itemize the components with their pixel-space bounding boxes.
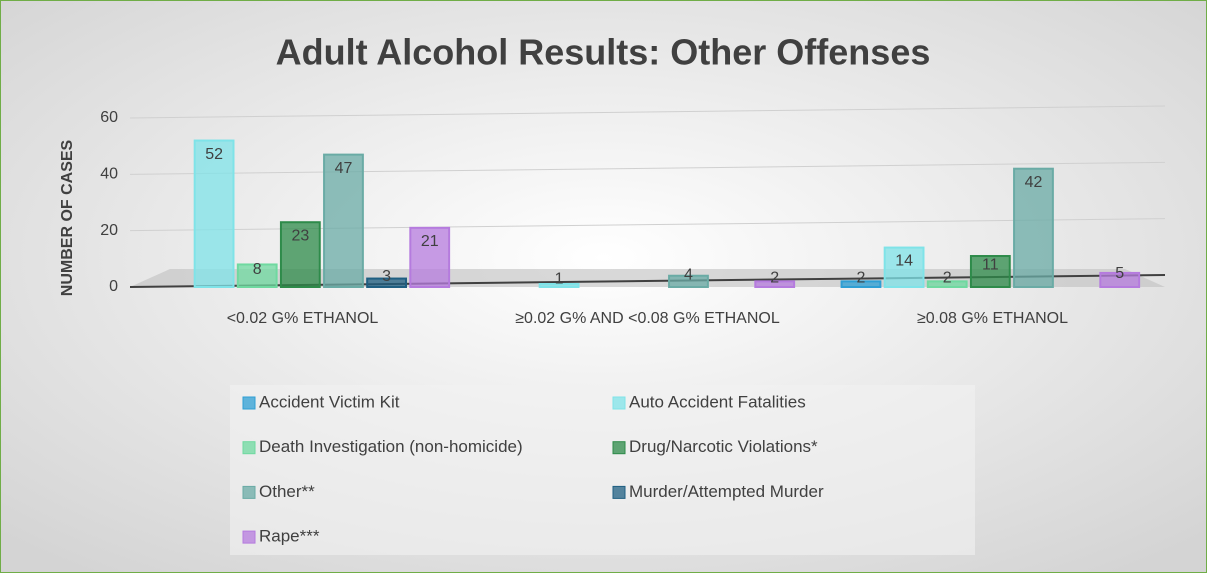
bar <box>969 255 1011 288</box>
bar <box>840 280 882 289</box>
legend-swatch <box>242 530 256 544</box>
bar <box>926 280 968 289</box>
bar <box>409 226 451 289</box>
data-label: 23 <box>291 227 309 244</box>
bar <box>538 283 580 288</box>
bar <box>1013 167 1054 288</box>
data-label: 42 <box>1025 174 1043 191</box>
bar <box>236 263 278 289</box>
bar <box>668 274 709 289</box>
legend-label: Death Investigation (non-homicide) <box>259 437 523 456</box>
grid-line <box>129 161 1166 175</box>
data-label: 2 <box>770 269 779 286</box>
data-label: 47 <box>335 160 353 177</box>
legend-box <box>230 385 975 555</box>
bar <box>193 139 235 288</box>
data-label: 1 <box>555 271 564 288</box>
bar <box>883 246 925 288</box>
data-label: 11 <box>982 257 999 274</box>
bar <box>323 153 364 288</box>
x-tick-label: ≥0.08 G% ETHANOL <box>917 310 1068 327</box>
bar <box>366 277 407 288</box>
data-label: 52 <box>205 146 223 163</box>
data-label: 5 <box>1115 265 1124 282</box>
bar <box>279 221 321 288</box>
data-label: 21 <box>421 233 439 250</box>
legend-swatch <box>612 485 626 499</box>
bar <box>754 280 796 289</box>
legend-label: Rape*** <box>259 527 320 546</box>
data-label: 2 <box>943 269 952 286</box>
y-tick-label: 20 <box>100 222 118 239</box>
grid-line <box>129 105 1166 119</box>
legend-swatch <box>242 485 256 499</box>
y-tick-label: 60 <box>100 109 118 126</box>
y-axis-label: NUMBER OF CASES <box>59 139 76 296</box>
legend-label: Murder/Attempted Murder <box>629 482 824 501</box>
data-label: 2 <box>857 269 866 286</box>
legend-label: Accident Victim Kit <box>259 392 400 411</box>
legend-swatch <box>612 441 626 455</box>
y-tick-label: 40 <box>100 166 118 183</box>
x-tick-label: ≥0.02 G% AND <0.08 G% ETHANOL <box>515 310 780 327</box>
data-label: 3 <box>382 268 391 285</box>
data-label: 4 <box>684 267 693 284</box>
bar <box>1099 271 1141 288</box>
data-label: 14 <box>895 253 913 270</box>
chart-title: Adult Alcohol Results: Other Offenses <box>276 32 931 73</box>
legend-label: Other** <box>259 482 315 501</box>
x-tick-label: <0.02 G% ETHANOL <box>227 310 379 327</box>
legend-label: Drug/Narcotic Violations* <box>629 437 818 456</box>
legend-label: Auto Accident Fatalities <box>629 392 806 411</box>
legend-swatch <box>612 396 626 410</box>
y-tick-label: 0 <box>109 278 118 295</box>
legend-swatch <box>242 441 256 455</box>
legend-swatch <box>242 396 256 410</box>
data-label: 8 <box>253 261 262 278</box>
